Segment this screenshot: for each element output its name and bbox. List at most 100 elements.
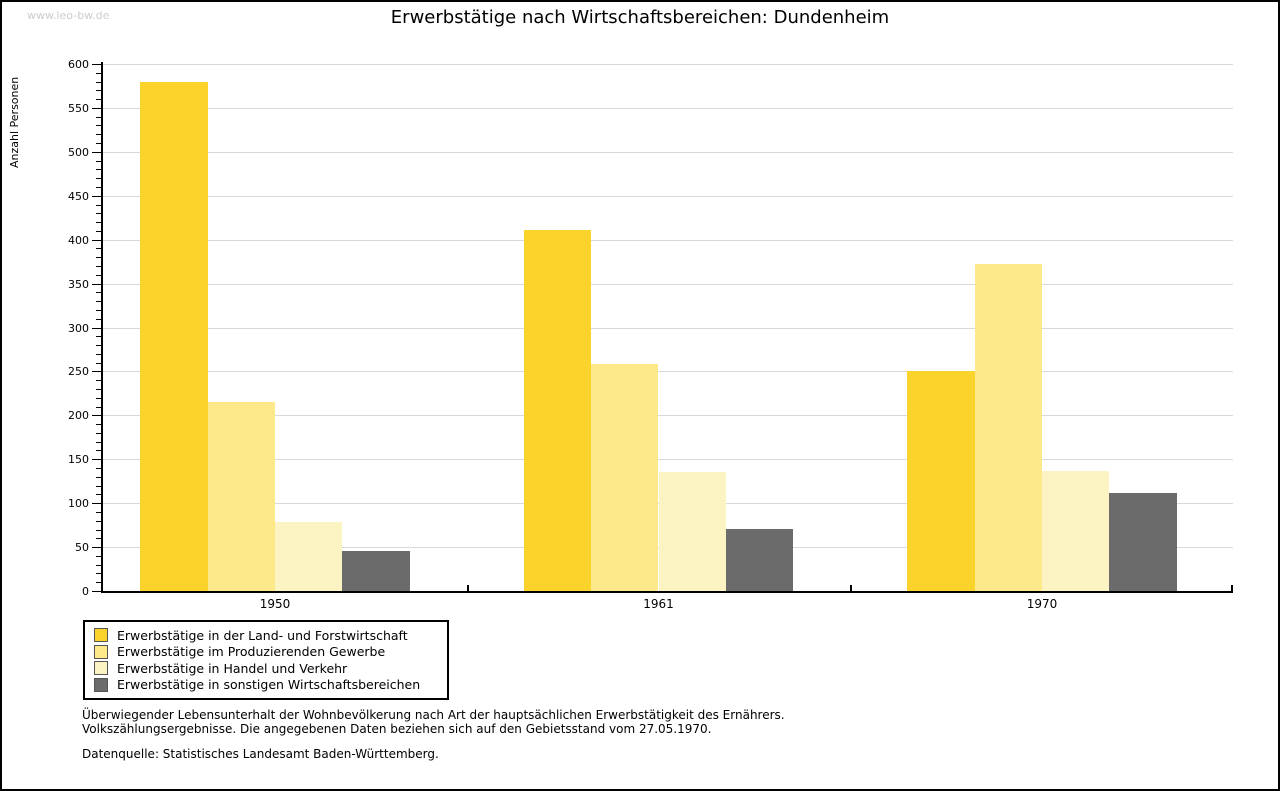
legend-label-2: Erwerbstätige im Produzierenden Gewerbe — [117, 644, 386, 660]
y-major-tick-550 — [92, 107, 101, 109]
y-tick-label-400: 400 — [68, 233, 89, 247]
y-minor-tick-520 — [96, 134, 101, 136]
y-minor-tick-440 — [96, 204, 101, 206]
y-minor-tick-340 — [96, 292, 101, 294]
y-tick-label-300: 300 — [68, 321, 89, 335]
y-minor-tick-470 — [96, 178, 101, 180]
y-tick-label-500: 500 — [68, 145, 89, 159]
y-major-tick-200 — [92, 415, 101, 417]
legend-label-4: Erwerbstätige in sonstigen Wirtschaftsbe… — [117, 677, 421, 693]
bar-1950-series-2 — [207, 402, 275, 591]
y-axis-title: Anzahl Personen — [8, 76, 21, 168]
y-minor-tick-60 — [96, 538, 101, 540]
x-boundary-tick-1 — [466, 585, 469, 591]
y-minor-tick-90 — [96, 511, 101, 513]
y-minor-tick-140 — [96, 468, 101, 470]
y-minor-tick-380 — [96, 257, 101, 259]
y-minor-tick-10 — [96, 582, 101, 584]
chart-title: Erwerbstätige nach Wirtschaftsbereichen:… — [390, 7, 890, 28]
gridline-y-550 — [103, 107, 1233, 109]
watermark-leo-bw: www.leo-bw.de — [27, 9, 110, 22]
y-minor-tick-70 — [96, 529, 101, 531]
y-axis-line — [101, 62, 103, 593]
bar-1950-series-3 — [275, 522, 343, 591]
y-major-tick-250 — [92, 371, 101, 373]
gridline-y-600 — [103, 64, 1233, 65]
y-minor-tick-240 — [96, 380, 101, 382]
y-minor-tick-530 — [96, 125, 101, 127]
legend-swatch-1 — [94, 628, 108, 642]
gridline-y-450 — [103, 195, 1233, 197]
y-major-tick-450 — [92, 195, 101, 197]
y-minor-tick-280 — [96, 345, 101, 347]
y-minor-tick-120 — [96, 485, 101, 487]
y-minor-tick-370 — [96, 266, 101, 268]
y-minor-tick-270 — [96, 353, 101, 355]
y-major-tick-350 — [92, 283, 101, 285]
gridline-y-250 — [103, 371, 1233, 373]
y-minor-tick-40 — [96, 555, 101, 557]
legend-box: Erwerbstätige in der Land- und Forstwirt… — [83, 620, 449, 700]
y-minor-tick-420 — [96, 222, 101, 224]
legend-item-3: Erwerbstätige in Handel und Verkehr — [94, 660, 438, 676]
y-minor-tick-110 — [96, 494, 101, 496]
legend-label-3: Erwerbstätige in Handel und Verkehr — [117, 660, 348, 676]
bar-1970-series-1 — [907, 371, 975, 591]
legend-label-1: Erwerbstätige in der Land- und Forstwirt… — [117, 627, 408, 643]
y-minor-tick-30 — [96, 564, 101, 566]
y-minor-tick-130 — [96, 476, 101, 478]
bar-1961-series-4 — [725, 528, 794, 591]
y-major-tick-300 — [92, 327, 101, 329]
y-major-tick-0 — [92, 591, 101, 592]
y-minor-tick-160 — [96, 450, 101, 452]
bar-1961-series-1 — [523, 230, 592, 591]
bar-1961-series-2 — [591, 364, 659, 591]
y-major-tick-100 — [92, 503, 101, 505]
y-minor-tick-290 — [96, 336, 101, 338]
footnote-line-1: Überwiegender Lebensunterhalt der Wohnbe… — [82, 708, 785, 722]
bar-1961-series-3 — [658, 472, 726, 591]
y-tick-label-100: 100 — [68, 497, 89, 511]
y-minor-tick-80 — [96, 520, 101, 522]
y-tick-label-50: 50 — [75, 541, 89, 555]
gridline-y-500 — [103, 151, 1233, 153]
legend-swatch-2 — [94, 644, 108, 659]
legend-swatch-4 — [94, 677, 108, 692]
y-tick-label-250: 250 — [68, 365, 89, 379]
y-minor-tick-410 — [96, 230, 101, 232]
y-minor-tick-330 — [96, 301, 101, 303]
bar-1950-series-1 — [140, 81, 208, 591]
y-major-tick-150 — [92, 459, 101, 461]
y-major-tick-50 — [92, 547, 101, 549]
y-minor-tick-210 — [96, 406, 101, 408]
bar-1970-series-2 — [974, 264, 1042, 591]
x-tick-label-1950: 1950 — [259, 597, 291, 611]
source-note: Datenquelle: Statistisches Landesamt Bad… — [82, 747, 439, 761]
gridline-y-200 — [103, 415, 1233, 417]
y-minor-tick-460 — [96, 186, 101, 188]
y-tick-label-350: 350 — [68, 277, 89, 291]
y-major-tick-600 — [92, 64, 101, 65]
y-minor-tick-260 — [96, 362, 101, 364]
gridline-y-400 — [103, 239, 1233, 241]
y-minor-tick-510 — [96, 143, 101, 145]
bar-1970-series-4 — [1109, 492, 1177, 591]
x-axis-line — [101, 591, 1233, 593]
y-minor-tick-540 — [96, 116, 101, 118]
y-minor-tick-170 — [96, 441, 101, 443]
footnote-line-2: Volkszählungsergebnisse. Die angegebenen… — [82, 722, 712, 736]
y-tick-label-450: 450 — [68, 189, 89, 203]
y-minor-tick-310 — [96, 318, 101, 320]
y-minor-tick-320 — [96, 309, 101, 311]
y-minor-tick-560 — [96, 99, 101, 101]
y-tick-label-0: 0 — [82, 585, 89, 598]
legend-item-1: Erwerbstätige in der Land- und Forstwirt… — [94, 627, 438, 643]
y-minor-tick-190 — [96, 424, 101, 426]
bar-1950-series-4 — [342, 551, 410, 591]
y-minor-tick-430 — [96, 213, 101, 215]
y-tick-label-550: 550 — [68, 101, 89, 115]
gridline-y-300 — [103, 327, 1233, 329]
x-tick-label-1970: 1970 — [1026, 597, 1058, 611]
y-tick-label-600: 600 — [68, 58, 89, 71]
